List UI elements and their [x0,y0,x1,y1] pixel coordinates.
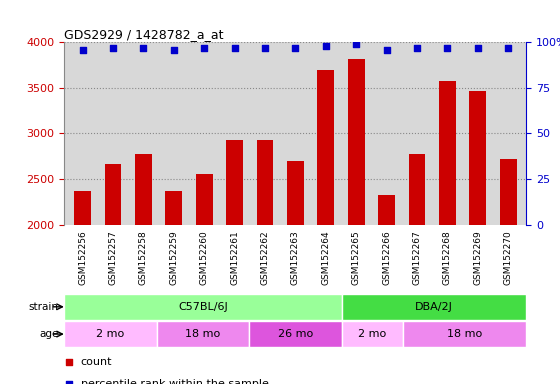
Text: GSM152268: GSM152268 [443,230,452,285]
Bar [439,81,456,225]
Bar [157,321,249,347]
Text: 26 mo: 26 mo [278,329,313,339]
Point [291,45,300,51]
Bar [348,59,365,225]
Bar [342,294,526,320]
Text: GSM152267: GSM152267 [413,230,422,285]
Point [230,45,239,51]
Point [443,45,452,51]
Text: GDS2929 / 1428782_a_at: GDS2929 / 1428782_a_at [64,28,224,41]
Text: GSM152266: GSM152266 [382,230,391,285]
Point [78,46,87,53]
Point [139,45,148,51]
Bar [226,140,243,225]
Text: GSM152263: GSM152263 [291,230,300,285]
Text: 18 mo: 18 mo [185,329,221,339]
Point [260,45,269,51]
Text: strain: strain [29,302,59,312]
Bar [64,321,157,347]
Text: 2 mo: 2 mo [96,329,125,339]
Point [352,41,361,47]
Text: C57BL/6J: C57BL/6J [178,302,228,312]
Text: GSM152261: GSM152261 [230,230,239,285]
Bar [249,321,342,347]
Text: GSM152260: GSM152260 [200,230,209,285]
Bar [409,154,426,225]
Text: GSM152259: GSM152259 [169,230,178,285]
Bar [469,91,486,225]
Point [333,107,342,113]
Point [109,45,118,51]
Text: GSM152256: GSM152256 [78,230,87,285]
Text: GSM152262: GSM152262 [260,230,269,285]
Bar [196,174,213,225]
Bar [256,140,273,225]
Bar [135,154,152,225]
Point [321,43,330,49]
Point [333,299,342,305]
Bar [403,321,526,347]
Point [413,45,422,51]
Text: 2 mo: 2 mo [358,329,386,339]
Bar [378,195,395,225]
Point [382,46,391,53]
Text: GSM152257: GSM152257 [109,230,118,285]
Bar [105,164,122,225]
Text: GSM152269: GSM152269 [473,230,482,285]
Bar [342,321,403,347]
Text: GSM152264: GSM152264 [321,230,330,285]
Text: GSM152265: GSM152265 [352,230,361,285]
Bar [165,191,182,225]
Point [473,45,482,51]
Text: 18 mo: 18 mo [447,329,482,339]
Bar [64,294,342,320]
Bar [500,159,516,225]
Text: age: age [39,329,59,339]
Point [503,45,512,51]
Bar [318,70,334,225]
Bar [74,191,91,225]
Text: DBA/2J: DBA/2J [415,302,453,312]
Bar [287,161,304,225]
Point [200,45,209,51]
Text: percentile rank within the sample: percentile rank within the sample [81,379,268,384]
Text: GSM152270: GSM152270 [503,230,512,285]
Point [169,46,178,53]
Text: count: count [81,358,112,367]
Text: GSM152258: GSM152258 [139,230,148,285]
